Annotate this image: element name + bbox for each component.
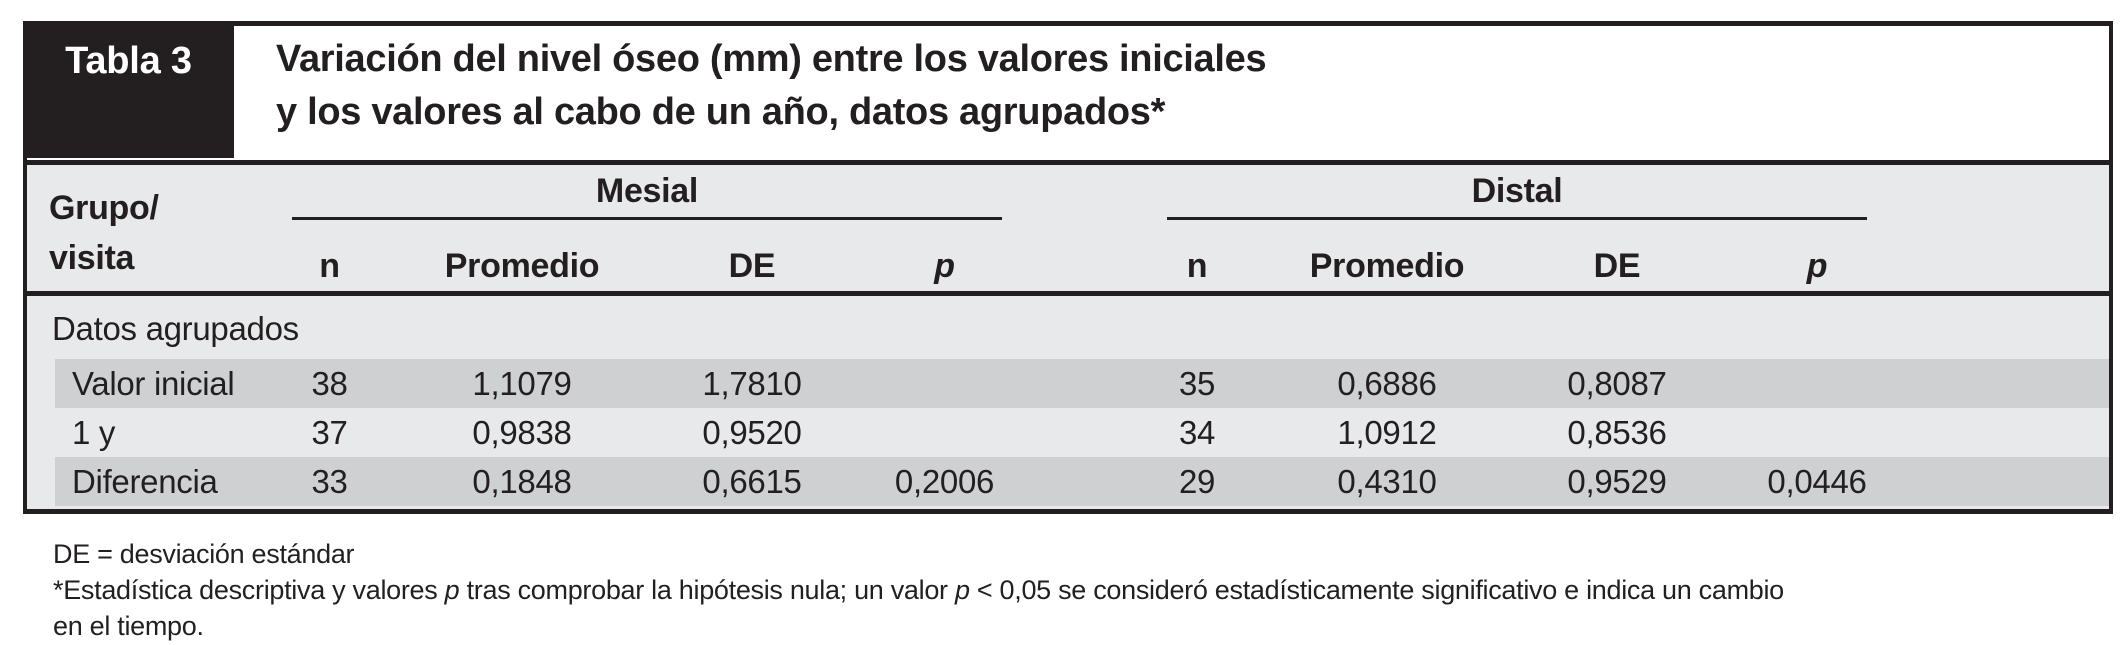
table-row: 1 y 37 0,9838 0,9520 34 1,0912 0,8536 — [27, 408, 2109, 457]
cell-distal-n: 29 — [1178, 462, 1216, 500]
title-separator-divider — [23, 160, 2113, 165]
header-separator-divider — [23, 291, 2113, 296]
column-header-grupo: Grupo/ — [49, 189, 159, 227]
footnote-last-line: en el tiempo. — [53, 611, 204, 641]
table-body: Valor inicial 38 1,1079 1,7810 35 0,6886… — [27, 359, 2109, 506]
table-title-line2: y los valores al cabo de un año, datos a… — [276, 91, 1166, 133]
footnote-de-text: DE = desviación estándar — [53, 539, 355, 569]
table-title-line1: Variación del nivel óseo (mm) entre los … — [276, 38, 1267, 80]
cell-distal-de: 0,9529 — [1567, 462, 1667, 500]
column-header-mesial-de: DE — [728, 246, 776, 285]
column-header-grupo-visita: Grupo/ visita — [49, 183, 159, 283]
mesial-underline-divider — [292, 217, 1002, 220]
footnote-seg2: tras comprobar la hipótesis nula; un val… — [459, 575, 955, 605]
footnote-seg1: *Estadística descriptiva y valores — [53, 575, 445, 605]
footnote-seg3: < 0,05 se consideró estadísticamente sig… — [969, 575, 1784, 605]
row-label: 1 y — [72, 413, 116, 451]
table-tag-label: Tabla 3 — [65, 40, 192, 82]
section-header-row: Datos agrupados — [27, 299, 2109, 359]
row-label: Diferencia — [72, 462, 218, 500]
cell-distal-p: 0,0446 — [1767, 462, 1867, 500]
cell-distal-promedio: 0,6886 — [1337, 364, 1437, 402]
column-header-distal-p: p — [1806, 246, 1828, 285]
cell-distal-de: 0,8087 — [1567, 364, 1667, 402]
footnote-p-italic: p — [954, 575, 970, 605]
column-header-mesial-promedio: Promedio — [444, 246, 600, 285]
cell-distal-promedio: 1,0912 — [1337, 413, 1437, 451]
column-header-visita: visita — [49, 239, 135, 277]
cell-mesial-promedio: 0,1848 — [472, 462, 572, 500]
column-header-distal-promedio: Promedio — [1309, 246, 1465, 285]
table-tag-box: Tabla 3 — [23, 21, 234, 158]
table-row: Valor inicial 38 1,1079 1,7810 35 0,6886… — [27, 359, 2109, 408]
group-header-mesial: Mesial — [595, 172, 699, 210]
table-title: Variación del nivel óseo (mm) entre los … — [276, 33, 1267, 139]
cell-distal-de: 0,8536 — [1567, 413, 1667, 451]
bottom-rule-divider — [23, 509, 2113, 514]
column-header-mesial-p: p — [934, 246, 955, 285]
cell-distal-promedio: 0,4310 — [1337, 462, 1437, 500]
cell-mesial-de: 0,6615 — [702, 462, 802, 500]
cell-mesial-n: 37 — [311, 413, 348, 451]
cell-mesial-n: 38 — [311, 364, 348, 402]
cell-distal-n: 35 — [1178, 364, 1216, 402]
cell-mesial-promedio: 0,9838 — [472, 413, 572, 451]
section-label: Datos agrupados — [52, 310, 299, 347]
distal-underline-divider — [1167, 217, 1867, 220]
footnote-de-abbreviation: DE = desviación estándar — [53, 536, 1784, 572]
footnote-statistics: *Estadística descriptiva y valores p tra… — [53, 572, 1784, 608]
table-gray-panel — [27, 165, 2109, 509]
subheader-row: n Promedio DE p n Promedio DE p — [27, 246, 2109, 286]
cell-mesial-promedio: 1,1079 — [472, 364, 572, 402]
cell-distal-n: 34 — [1178, 413, 1216, 451]
footnote-p-italic: p — [444, 575, 460, 605]
cell-mesial-de: 0,9520 — [702, 413, 802, 451]
footnotes: DE = desviación estándar *Estadística de… — [53, 536, 1784, 644]
left-border-divider — [23, 21, 27, 514]
row-label: Valor inicial — [72, 364, 235, 402]
table-row: Diferencia 33 0,1848 0,6615 0,2006 29 0,… — [27, 457, 2109, 506]
column-header-distal-n: n — [1186, 246, 1208, 285]
cell-mesial-p: 0,2006 — [894, 462, 995, 500]
cell-mesial-n: 33 — [311, 462, 348, 500]
top-rule-divider — [23, 21, 2113, 26]
cell-mesial-de: 1,7810 — [702, 364, 802, 402]
column-header-mesial-n: n — [319, 246, 340, 285]
group-header-distal: Distal — [1471, 172, 1563, 210]
column-header-distal-de: DE — [1593, 246, 1641, 285]
right-border-divider — [2109, 21, 2113, 514]
